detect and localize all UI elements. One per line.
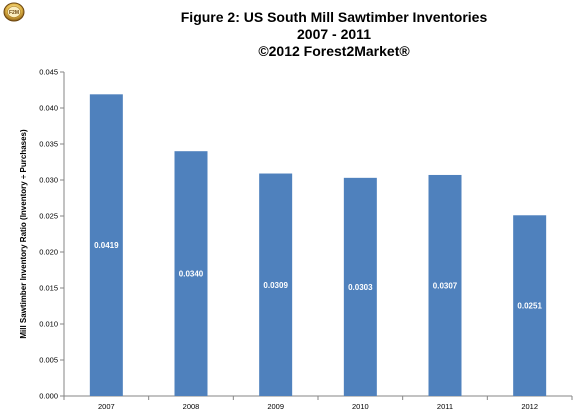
y-axis-label: Mill Sawtimber Inventory Ratio (Inventor…	[19, 129, 28, 339]
y-tick-label: 0.035	[39, 140, 58, 149]
data-label-2008: 0.0340	[179, 270, 204, 279]
y-tick-label: 0.005	[39, 356, 58, 365]
x-tick-label: 2009	[267, 402, 284, 411]
bar-2010	[343, 177, 377, 396]
y-tick-label: 0.040	[39, 104, 58, 113]
chart-title-block: Figure 2: US South Mill Sawtimber Invent…	[0, 9, 576, 60]
logo-text: F2M	[9, 10, 19, 16]
bar-2011	[428, 174, 462, 396]
y-tick-label: 0.025	[39, 212, 58, 221]
plot-area: 0.000 0.005 0.010 0.015 0.020 0.025 0.030 0.035…	[39, 68, 573, 411]
forest2market-badge-icon: F2M	[3, 2, 25, 22]
data-label-2009: 0.0309	[263, 281, 288, 290]
x-tick-label: 2007	[98, 402, 115, 411]
x-tick-label: 2008	[183, 402, 200, 411]
data-label-2007: 0.0419	[94, 241, 119, 250]
y-tick-label: 0.045	[39, 68, 58, 77]
bar-2008	[174, 151, 208, 396]
data-label-2011: 0.0307	[433, 281, 458, 290]
y-tick-label: 0.020	[39, 248, 58, 257]
bar-2012	[513, 215, 547, 396]
x-tick-label: 2011	[437, 402, 453, 411]
y-tick-label: 0.010	[39, 320, 58, 329]
chart-copyright: ©2012 Forest2Market®	[258, 43, 410, 59]
data-label-2010: 0.0303	[348, 283, 373, 292]
y-tick-label: 0.030	[39, 176, 58, 185]
forest2market-logo: F2M	[3, 2, 25, 22]
x-tick-label: 2012	[521, 402, 538, 411]
bar-2009	[259, 173, 293, 396]
data-label-2012: 0.0251	[517, 302, 542, 311]
y-tick-label: 0.015	[39, 284, 58, 293]
chart-title: Figure 2: US South Mill Sawtimber Invent…	[180, 9, 488, 25]
x-tick-label: 2010	[352, 402, 369, 411]
y-tick-label: 0.000	[39, 392, 58, 401]
chart-subtitle: 2007 - 2011	[297, 26, 371, 42]
bar-2007	[89, 94, 123, 396]
